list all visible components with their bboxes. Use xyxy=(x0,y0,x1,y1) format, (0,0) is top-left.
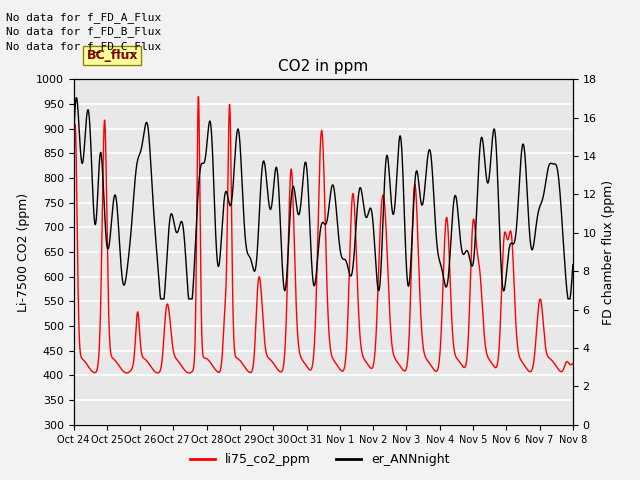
Y-axis label: FD chamber flux (ppm): FD chamber flux (ppm) xyxy=(602,180,615,324)
Title: CO2 in ppm: CO2 in ppm xyxy=(278,59,369,74)
Text: No data for f_FD_C_Flux: No data for f_FD_C_Flux xyxy=(6,41,162,52)
Legend: li75_co2_ppm, er_ANNnight: li75_co2_ppm, er_ANNnight xyxy=(186,448,454,471)
Y-axis label: Li-7500 CO2 (ppm): Li-7500 CO2 (ppm) xyxy=(17,192,30,312)
Text: No data for f_FD_B_Flux: No data for f_FD_B_Flux xyxy=(6,26,162,37)
Text: No data for f_FD_A_Flux: No data for f_FD_A_Flux xyxy=(6,12,162,23)
Text: BC_flux: BC_flux xyxy=(86,48,138,62)
